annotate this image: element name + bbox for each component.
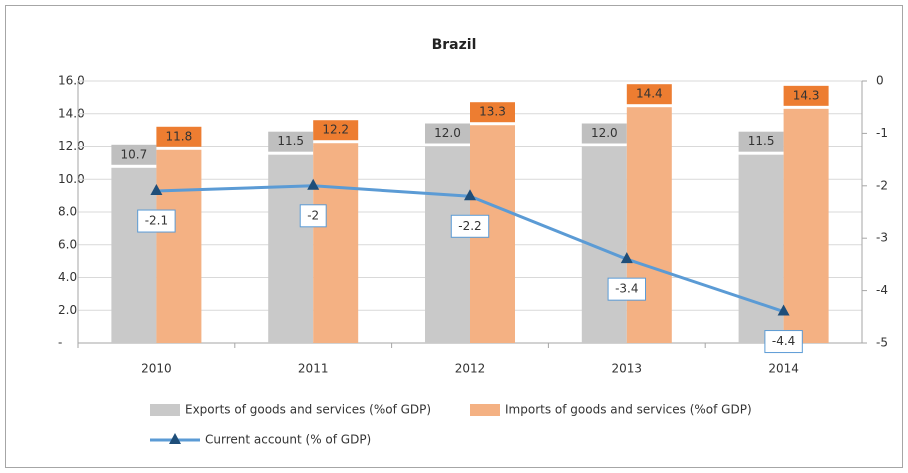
data-label: -2.2 bbox=[458, 219, 481, 233]
data-label: 14.4 bbox=[636, 87, 663, 101]
y2-tick-label: -5 bbox=[876, 336, 888, 350]
bar bbox=[738, 154, 784, 343]
bar bbox=[268, 154, 314, 343]
y-tick-label: 8.0 bbox=[58, 205, 77, 219]
data-label-box bbox=[581, 123, 627, 144]
line-marker bbox=[464, 189, 476, 201]
data-label-box bbox=[313, 120, 359, 141]
data-label: -4.4 bbox=[772, 334, 795, 348]
bar bbox=[626, 107, 672, 343]
data-label: 12.0 bbox=[591, 126, 618, 140]
data-label-box bbox=[450, 214, 490, 238]
y-tick-label: 6.0 bbox=[58, 237, 77, 251]
x-tick-label: 2011 bbox=[298, 362, 329, 376]
y2-tick-label: 0 bbox=[876, 74, 884, 88]
data-label: -2 bbox=[307, 208, 319, 222]
y-tick-label: - bbox=[58, 336, 62, 350]
bar bbox=[783, 108, 829, 344]
data-label-box bbox=[137, 209, 176, 233]
legend-label: Imports of goods and services (%of GDP) bbox=[505, 403, 752, 417]
line-marker bbox=[620, 252, 633, 264]
x-tick-label: 2010 bbox=[141, 362, 172, 376]
line-marker bbox=[777, 304, 790, 316]
y2-tick-label: -2 bbox=[876, 178, 888, 192]
bar bbox=[313, 143, 359, 343]
legend-label: Exports of goods and services (%of GDP) bbox=[185, 403, 431, 417]
x-tick-label: 2013 bbox=[612, 362, 643, 376]
data-label-box bbox=[783, 85, 829, 106]
data-label: 13.3 bbox=[479, 105, 506, 119]
bar bbox=[425, 146, 470, 343]
line-marker bbox=[150, 184, 163, 196]
data-label-box bbox=[738, 131, 784, 152]
data-label-box bbox=[470, 102, 515, 123]
data-label: 11.5 bbox=[277, 134, 304, 148]
data-label-box bbox=[299, 204, 327, 228]
data-label-box bbox=[268, 131, 314, 152]
data-label: -2.1 bbox=[145, 214, 168, 228]
line-marker bbox=[307, 178, 320, 190]
data-label: -3.4 bbox=[615, 282, 638, 296]
y-tick-label: 4.0 bbox=[58, 270, 77, 284]
legend-swatch bbox=[470, 404, 500, 416]
data-label-box bbox=[111, 144, 157, 165]
x-tick-label: 2014 bbox=[768, 362, 799, 376]
bar bbox=[156, 149, 202, 343]
y2-tick-label: -4 bbox=[876, 283, 888, 297]
data-label-box bbox=[626, 84, 672, 105]
legend-marker bbox=[169, 433, 181, 444]
y2-tick-label: -1 bbox=[876, 126, 888, 140]
x-tick-label: 2012 bbox=[455, 362, 486, 376]
legend-label: Current account (% of GDP) bbox=[205, 433, 371, 447]
data-label: 10.7 bbox=[121, 147, 148, 161]
data-label: 12.0 bbox=[434, 126, 461, 140]
data-label-box bbox=[156, 126, 202, 147]
data-label: 11.8 bbox=[166, 129, 193, 143]
y2-tick-label: -3 bbox=[876, 231, 888, 245]
data-label: 11.5 bbox=[748, 134, 775, 148]
bar bbox=[111, 167, 157, 343]
data-label-box bbox=[764, 330, 803, 354]
legend-swatch bbox=[150, 404, 180, 416]
data-label-box bbox=[607, 277, 647, 301]
data-label: 12.2 bbox=[322, 123, 349, 137]
data-label: 14.3 bbox=[793, 88, 820, 102]
y-tick-label: 2.0 bbox=[58, 303, 77, 317]
data-label-box bbox=[425, 123, 470, 144]
chart-title: Brazil bbox=[432, 37, 477, 53]
